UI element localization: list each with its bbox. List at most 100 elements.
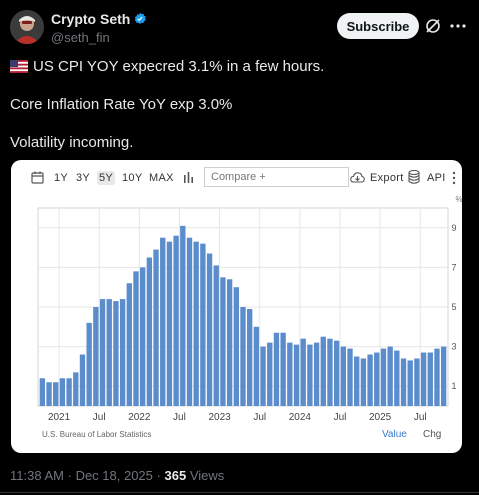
bar[interactable]: [440, 346, 447, 406]
range-max[interactable]: MAX: [149, 172, 174, 184]
tab-chg[interactable]: Chg: [423, 429, 442, 440]
y-tick-label: 5: [451, 302, 456, 312]
bar[interactable]: [39, 378, 46, 406]
tweet-meta: 11:38 AM · Dec 18, 2025 · 365 Views: [10, 468, 224, 483]
range-10y[interactable]: 10Y: [122, 172, 143, 184]
x-tick-label: Jul: [173, 412, 186, 423]
range-5y[interactable]: 5Y: [97, 171, 116, 185]
y-tick-label: 9: [451, 223, 456, 233]
tweet-date[interactable]: Dec 18, 2025: [75, 468, 153, 483]
tweet-time[interactable]: 11:38 AM: [10, 468, 64, 483]
bar[interactable]: [374, 352, 380, 406]
bar-chart-type-icon[interactable]: [183, 172, 194, 183]
bar[interactable]: [106, 299, 112, 406]
bar[interactable]: [140, 267, 146, 406]
bar[interactable]: [99, 299, 106, 406]
bar[interactable]: [394, 350, 400, 406]
bar[interactable]: [360, 358, 367, 406]
more-dots-icon[interactable]: [449, 17, 467, 35]
bar[interactable]: [387, 346, 393, 406]
bar[interactable]: [247, 308, 253, 406]
bar[interactable]: [126, 283, 132, 406]
bar[interactable]: [400, 358, 407, 406]
bar[interactable]: [226, 279, 233, 406]
bar[interactable]: [133, 271, 139, 406]
bar[interactable]: [66, 378, 72, 406]
avatar[interactable]: [10, 10, 44, 44]
bar[interactable]: [260, 346, 266, 406]
bar[interactable]: [414, 358, 420, 406]
bar[interactable]: [146, 257, 153, 407]
tab-value[interactable]: Value: [382, 429, 407, 440]
bar[interactable]: [93, 307, 99, 406]
bar[interactable]: [46, 382, 52, 406]
verified-badge-icon: [135, 12, 147, 24]
cloud-download-icon[interactable]: [350, 171, 365, 184]
bar[interactable]: [380, 348, 387, 406]
bar[interactable]: [300, 338, 306, 406]
compare-input[interactable]: [204, 167, 349, 187]
bar[interactable]: [420, 352, 427, 406]
bar[interactable]: [59, 378, 66, 406]
bar[interactable]: [307, 344, 313, 406]
author-name-text[interactable]: Crypto Seth: [51, 11, 131, 27]
y-tick-label: 1: [451, 381, 456, 391]
chart-toolbar: 1Y 3Y 5Y 10Y MAX Export API: [11, 160, 462, 196]
bar[interactable]: [280, 332, 286, 406]
bar[interactable]: [73, 372, 79, 406]
bar[interactable]: [193, 241, 199, 406]
chart-card[interactable]: 1Y 3Y 5Y 10Y MAX Export API 1 3 5 7 9: [11, 160, 462, 453]
bar[interactable]: [206, 253, 213, 406]
bar[interactable]: [293, 344, 300, 406]
subscribe-button[interactable]: Subscribe: [337, 13, 419, 39]
bar[interactable]: [320, 336, 326, 406]
bar[interactable]: [160, 237, 166, 406]
bar[interactable]: [347, 348, 353, 406]
bar[interactable]: [79, 354, 86, 406]
bar[interactable]: [186, 237, 193, 406]
card-more-icon[interactable]: [451, 171, 457, 185]
author-handle[interactable]: @seth_fin: [51, 30, 110, 45]
bar[interactable]: [233, 287, 239, 406]
bar[interactable]: [200, 243, 206, 406]
bar[interactable]: [240, 307, 246, 406]
x-tick-label: Jul: [414, 412, 427, 423]
bar[interactable]: [327, 338, 333, 406]
range-1y[interactable]: 1Y: [54, 172, 69, 184]
bar[interactable]: [267, 342, 273, 406]
bar[interactable]: [407, 360, 413, 406]
bar[interactable]: [333, 340, 340, 406]
range-3y[interactable]: 3Y: [76, 172, 91, 184]
bar[interactable]: [153, 249, 159, 406]
export-button[interactable]: Export: [370, 172, 404, 184]
bar[interactable]: [53, 382, 59, 406]
chart-source: U.S. Bureau of Labor Statistics: [42, 430, 152, 439]
calendar-icon[interactable]: [31, 171, 44, 184]
bar[interactable]: [173, 235, 179, 406]
database-icon[interactable]: [408, 170, 420, 184]
bar[interactable]: [113, 301, 119, 406]
bar[interactable]: [119, 299, 126, 406]
bar[interactable]: [427, 352, 433, 406]
cpi-bar-chart: 1 3 5 7 9% 2021 Jul 2022 Jul 2023 Jul 2024 Jul 2025 Ju…: [37, 195, 462, 423]
x-tick-label: 2024: [289, 412, 312, 423]
tweet-line-3: Volatility incoming.: [10, 134, 134, 151]
bar[interactable]: [287, 342, 293, 406]
bar[interactable]: [340, 346, 346, 406]
slash-circle-icon[interactable]: [424, 17, 442, 35]
bar[interactable]: [86, 322, 92, 406]
api-button[interactable]: API: [427, 172, 446, 184]
bar[interactable]: [354, 356, 360, 407]
bar[interactable]: [220, 277, 226, 406]
bar[interactable]: [166, 241, 173, 406]
bar[interactable]: [313, 342, 320, 406]
bar[interactable]: [180, 225, 186, 406]
meta-separator: ·: [156, 468, 161, 483]
bar[interactable]: [273, 332, 280, 406]
bar[interactable]: [253, 326, 260, 406]
y-tick-label: 7: [451, 262, 456, 272]
bar[interactable]: [213, 265, 219, 406]
author-name[interactable]: Crypto Seth: [51, 11, 147, 27]
bar[interactable]: [367, 354, 373, 406]
bar[interactable]: [434, 348, 440, 406]
